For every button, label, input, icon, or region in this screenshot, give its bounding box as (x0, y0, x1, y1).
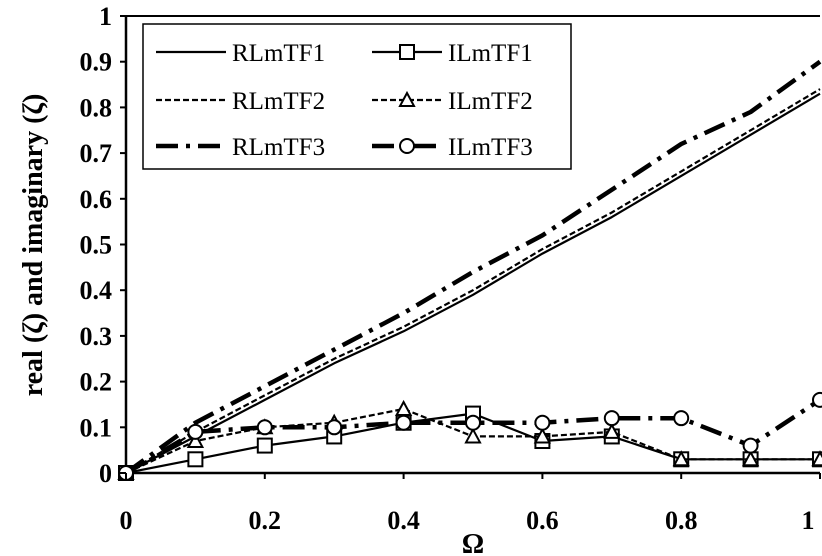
series-RLmTF3 (124, 59, 822, 475)
x-tick-label: 0.8 (665, 506, 698, 535)
series-RLmTF2 (125, 88, 821, 474)
marker-circle (534, 414, 551, 431)
y-tick-label: 0.7 (80, 139, 113, 168)
y-tick-label: 0.1 (80, 413, 113, 442)
marker-triangle (464, 427, 482, 444)
legend-label: RLmTF2 (232, 88, 325, 115)
legend-item-ILmTF2: ILmTF2 (372, 88, 533, 115)
x-tick-label: 0.2 (249, 506, 282, 535)
marker-triangle (533, 427, 552, 444)
y-tick-label: 0.6 (80, 185, 113, 214)
marker-triangle (811, 450, 822, 467)
y-tick-label: 0.3 (80, 322, 113, 351)
legend-label: ILmTF2 (448, 88, 533, 115)
y-tick-label: 0.4 (80, 276, 113, 305)
marker-circle (326, 419, 343, 436)
marker-circle (256, 419, 273, 436)
marker-circle (742, 437, 759, 454)
y-tick-label: 0.9 (80, 48, 113, 77)
x-tick-label: 0.4 (387, 506, 420, 535)
marker-triangle (603, 422, 621, 439)
ticks-layer: 0 0.1 0.2 0.3 0.4 0.5 0.6 0.7 0.8 0.9 1 0 0.2 0.4 0.6 0… (80, 2, 821, 535)
legend-item-RLmTF3: RLmTF3 (156, 134, 325, 161)
y-axis-title: real (ζ) and imaginary (ζ) (18, 94, 49, 397)
marker-triangle (741, 450, 760, 467)
y-tick-label: 0.5 (80, 231, 113, 260)
x-tick-label: 0 (120, 506, 133, 535)
marker-square (399, 44, 415, 60)
series-line (125, 92, 821, 474)
legend: RLmTF1 ILmTF1 RLmTF2 ILmTF2 RLmTF3 ILmTF3 (142, 23, 572, 170)
marker-circle (395, 414, 412, 431)
marker-triangle (186, 431, 205, 449)
legend-item-RLmTF1: RLmTF1 (156, 40, 325, 67)
x-axis-title: Ω (462, 529, 484, 556)
y-tick-label: 0.8 (80, 93, 113, 122)
series-line (124, 59, 822, 475)
series-ILmTF3 (118, 391, 822, 481)
marker-triangle (398, 90, 416, 107)
legend-item-ILmTF1: ILmTF1 (372, 40, 533, 67)
legend-label: RLmTF3 (232, 134, 325, 161)
marker-circle (187, 423, 204, 440)
y-tick-label: 1 (99, 2, 112, 31)
series-line (125, 88, 821, 474)
marker-circle (465, 414, 481, 431)
marker-circle (812, 391, 822, 408)
legend-item-ILmTF3: ILmTF3 (372, 134, 533, 161)
legend-label: ILmTF1 (448, 40, 533, 67)
legend-label: RLmTF1 (232, 40, 325, 67)
series-layer (117, 59, 822, 481)
marker-square (187, 451, 204, 468)
marker-circle (399, 138, 415, 154)
marker-triangle (394, 399, 413, 417)
marker-triangle (672, 450, 690, 467)
series-RLmTF1 (125, 92, 821, 474)
x-tick-label: 1 (802, 506, 815, 535)
y-tick-label: 0 (99, 459, 112, 488)
legend-label: ILmTF3 (448, 134, 533, 161)
y-tick-label: 0.2 (80, 368, 113, 397)
marker-circle (673, 410, 690, 427)
marker-circle (603, 410, 620, 427)
x-tick-label: 0.6 (526, 506, 559, 535)
marker-square (256, 437, 273, 454)
series-line (124, 398, 822, 475)
legend-item-RLmTF2: RLmTF2 (156, 88, 325, 115)
